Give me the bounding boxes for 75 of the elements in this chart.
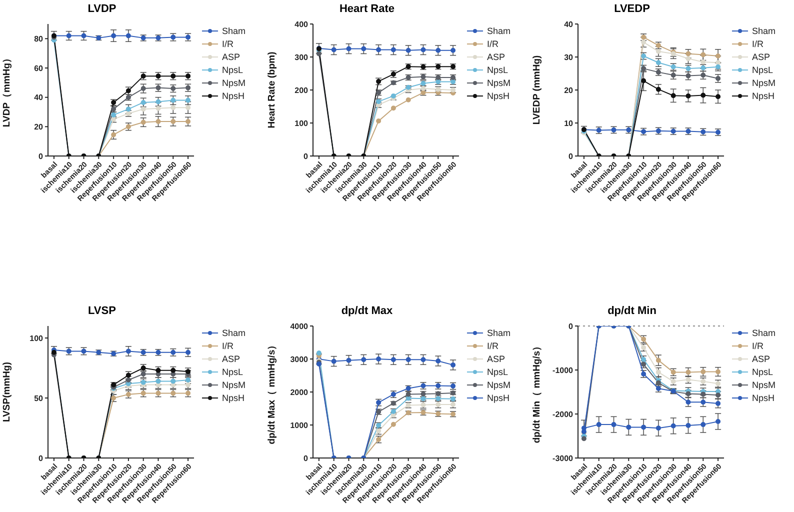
legend-label: I/R: [752, 340, 764, 350]
legend-label: NpsH: [752, 90, 775, 100]
legend-label: NpsM: [222, 78, 246, 88]
legend-label: NpsM: [487, 78, 511, 88]
y-tick-label: 60: [34, 64, 44, 73]
legend-label: Sham: [487, 26, 511, 36]
y-tick-label: 0: [38, 152, 44, 161]
legend-label: Sham: [222, 26, 246, 36]
y-tick-label: 20: [34, 122, 44, 132]
legend-label: I/R: [487, 38, 499, 48]
y-tick-label: 0: [304, 454, 309, 463]
legend-label: NpsH: [752, 392, 775, 402]
y-tick-label: 300: [294, 52, 309, 62]
chart-title: LVEDP: [613, 2, 651, 17]
legend-label: NpsH: [487, 90, 510, 100]
y-tick-label: -2000: [552, 410, 574, 419]
legend-label: Sham: [752, 328, 776, 338]
y-tick-label: 30: [564, 52, 574, 62]
legend-label: ASP: [222, 52, 240, 62]
y-tick-label: 2000: [290, 388, 309, 397]
legend-label: NpsH: [487, 392, 510, 402]
y-tick-label: 80: [34, 34, 44, 44]
chart-title: dp/dt Min: [606, 304, 658, 319]
y-tick-label: -3000: [552, 454, 574, 463]
y-axis-title: LVEDP (mmHg): [531, 55, 542, 125]
legend-label: NpsL: [487, 64, 508, 74]
legend-label: NpsM: [752, 78, 776, 88]
chart-title: LVSP: [87, 304, 117, 319]
y-tick-label: 1000: [290, 420, 309, 430]
legend-label: I/R: [487, 340, 499, 350]
legend-label: I/R: [222, 340, 234, 350]
legend-label: NpsH: [222, 90, 245, 100]
y-tick-label: 3000: [290, 354, 309, 364]
y-tick-label: -1000: [552, 366, 574, 375]
y-tick-label: 0: [304, 152, 309, 161]
y-axis-title: dp/dt Min（ mmHg/s）: [531, 340, 542, 444]
y-tick-label: 40: [564, 20, 574, 29]
y-axis-title: dp/dt Max（ mmHg/s）: [266, 340, 278, 444]
legend-label: NpsM: [487, 380, 511, 390]
y-tick-label: 0: [568, 322, 574, 331]
legend-label: Sham: [222, 328, 246, 338]
legend-label: NpsL: [222, 64, 244, 74]
legend-label: ASP: [222, 354, 240, 364]
y-tick-label: 40: [34, 93, 44, 102]
y-tick-label: 20: [564, 86, 574, 95]
y-tick-label: 4000: [290, 322, 309, 331]
y-axis-title: Heart Rate (bpm): [266, 52, 278, 128]
legend-label: NpsM: [752, 380, 776, 390]
chart-title: dp/dt Max: [340, 304, 394, 319]
y-axis-title: LVDP（mmHg）: [1, 52, 12, 128]
y-tick-label: 0: [568, 152, 574, 161]
legend-label: NpsL: [222, 366, 244, 376]
legend-label: NpsH: [222, 392, 245, 402]
y-tick-label: 10: [564, 118, 574, 128]
y-tick-label: 400: [294, 20, 309, 29]
legend-label: NpsL: [752, 366, 774, 376]
y-tick-label: 0: [38, 454, 44, 463]
legend-label: ASP: [752, 354, 770, 364]
legend-label: I/R: [222, 38, 234, 48]
legend-label: ASP: [752, 52, 770, 62]
y-tick-label: 100: [30, 334, 44, 343]
legend-label: I/R: [752, 38, 764, 48]
legend-label: NpsL: [752, 64, 774, 74]
chart-title: Heart Rate: [338, 2, 396, 17]
legend-label: NpsM: [222, 380, 246, 390]
chart-title: LVDP: [86, 2, 118, 17]
y-tick-label: 100: [294, 118, 309, 128]
legend-label: ASP: [487, 354, 506, 364]
legend-label: ASP: [487, 52, 506, 62]
legend-label: Sham: [487, 328, 511, 338]
legend-label: NpsL: [487, 366, 508, 376]
y-tick-label: 50: [34, 394, 44, 403]
legend-label: Sham: [752, 26, 776, 36]
y-axis-title: LVSP(mmHg): [1, 362, 12, 422]
y-tick-label: 200: [294, 86, 309, 95]
